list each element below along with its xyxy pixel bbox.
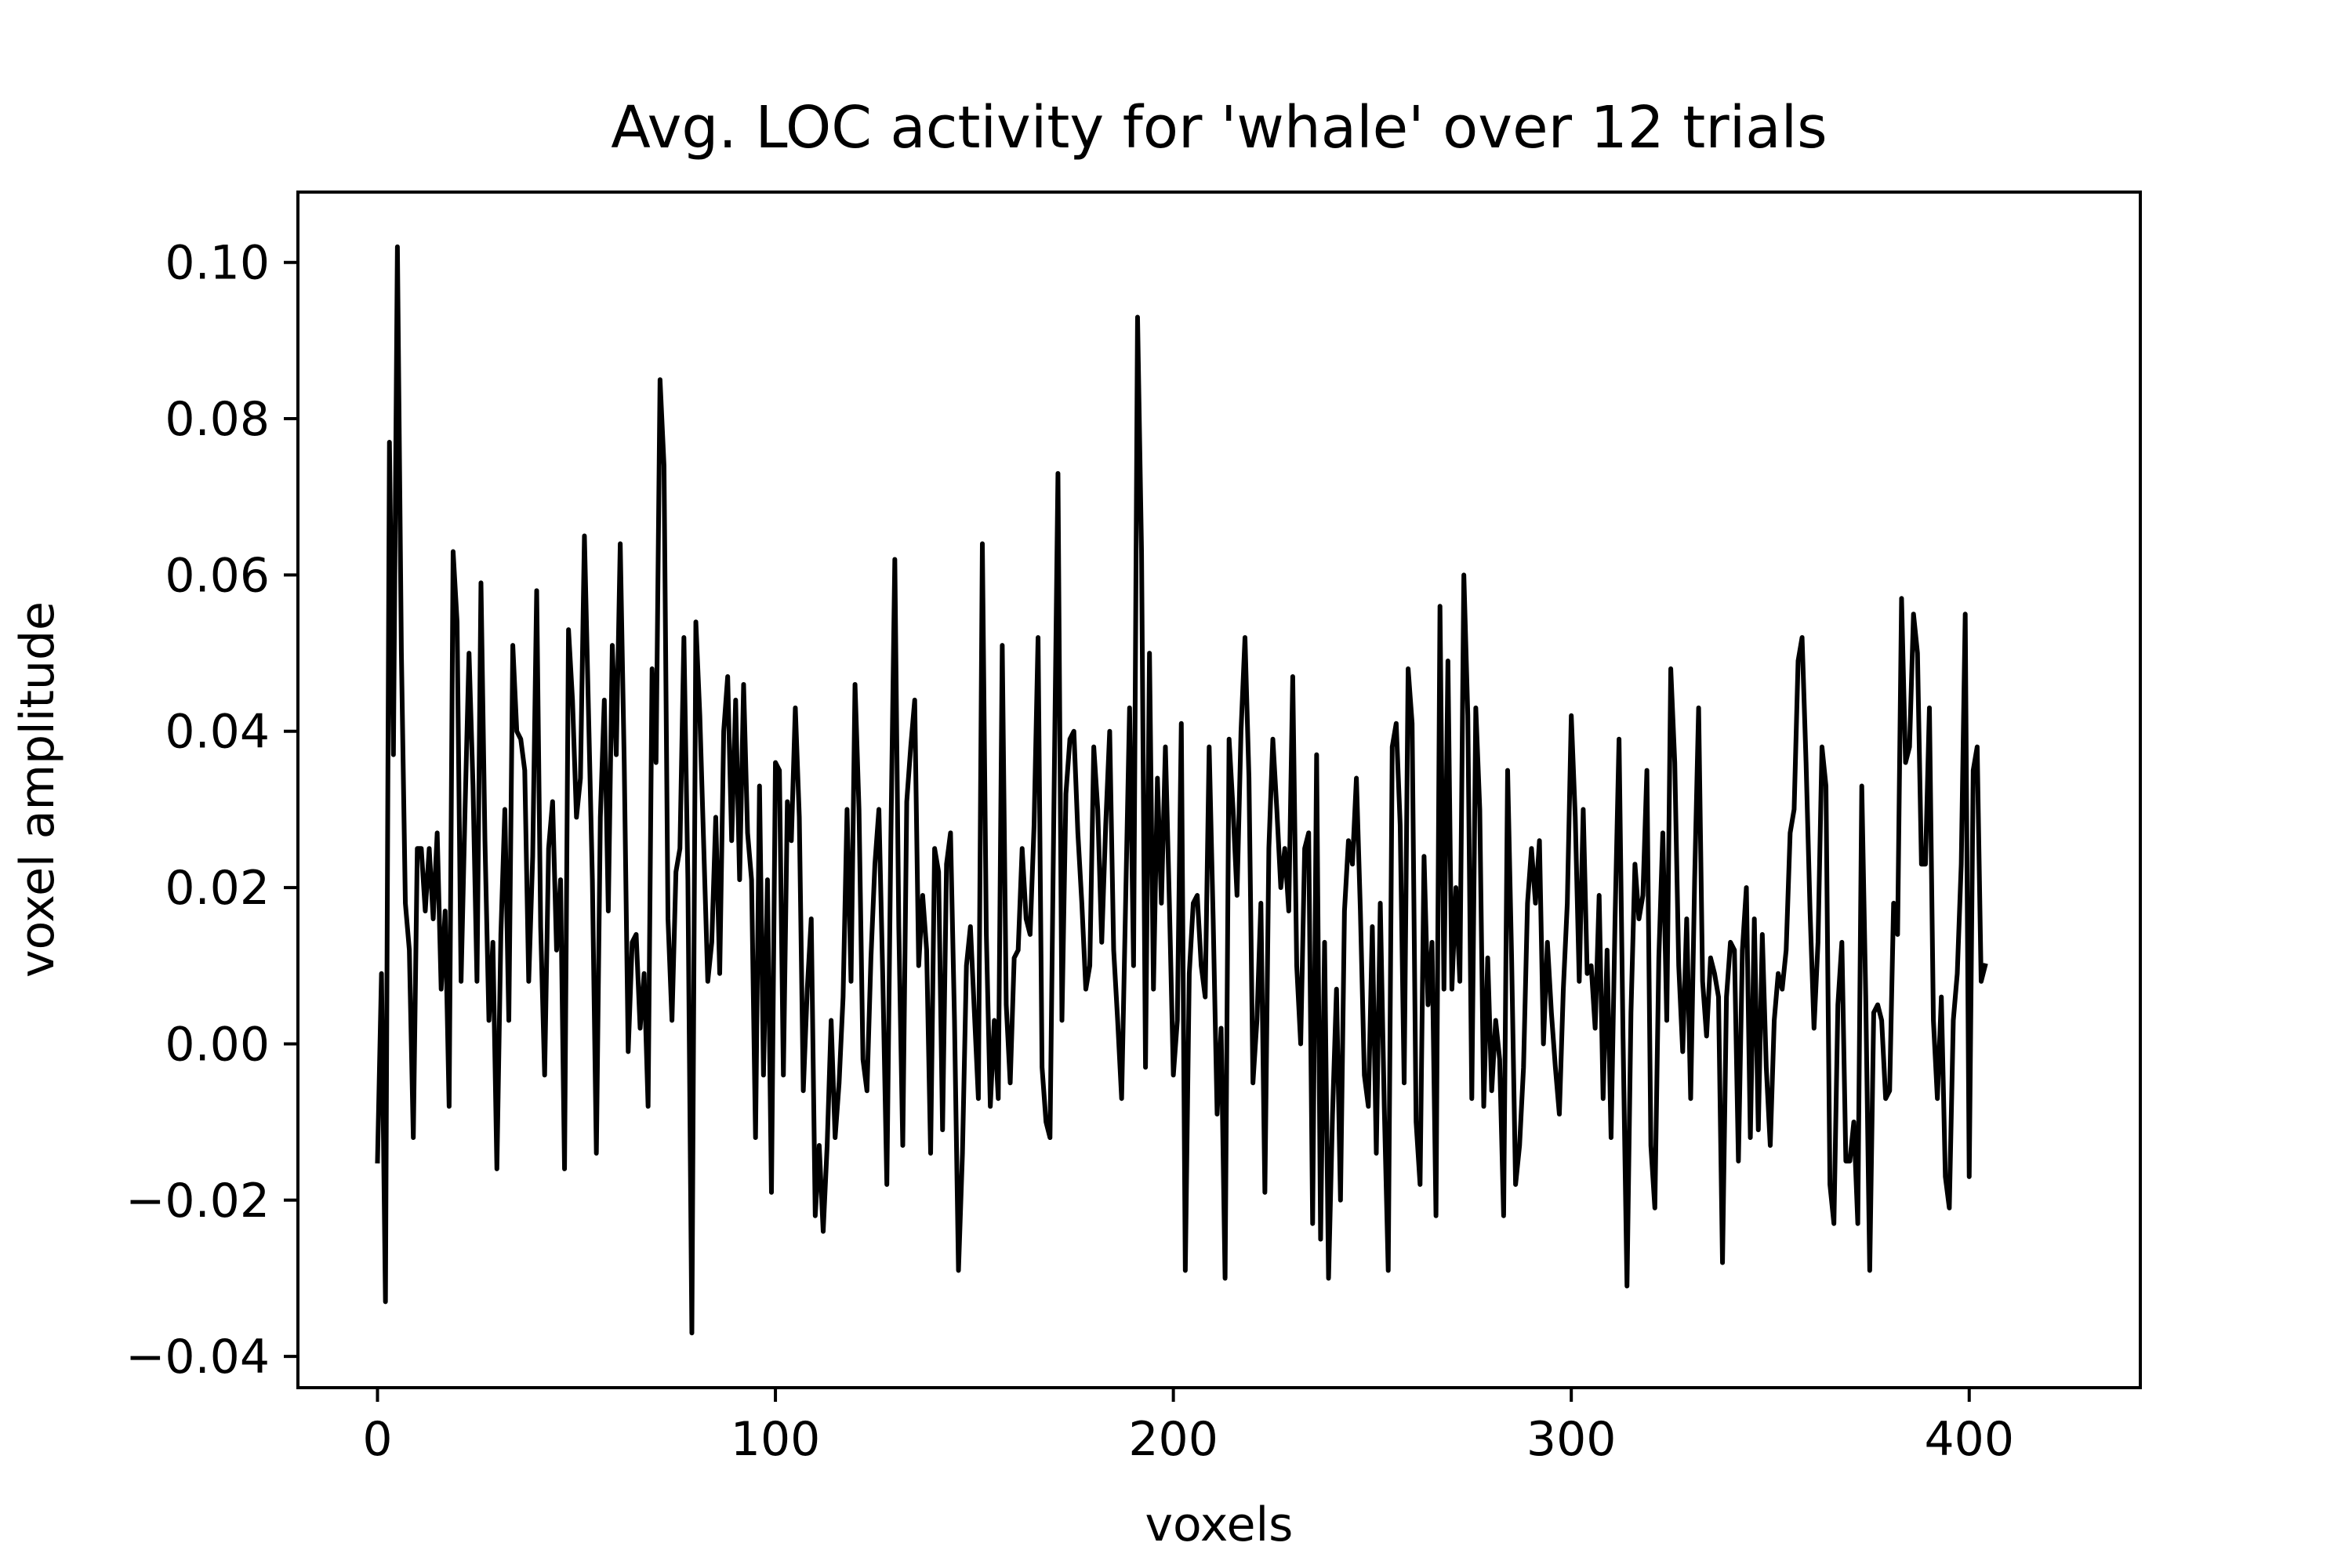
- x-tick-label: 200: [1128, 1412, 1218, 1467]
- y-tick-label: 0.08: [165, 392, 270, 447]
- axes-frame: [296, 191, 2142, 1389]
- y-tick-label: 0.06: [165, 548, 270, 603]
- y-axis-label: voxel amplitude: [10, 601, 65, 978]
- plot-area: [375, 244, 1988, 1336]
- chart-title: Avg. LOC activity for 'whale' over 12 tr…: [611, 94, 1827, 162]
- x-tick-label: 0: [362, 1412, 392, 1467]
- x-axis: 0 100 200 300 400: [362, 1388, 2014, 1467]
- y-tick-label: 0.10: [165, 236, 270, 291]
- y-tick-label: 0.02: [165, 861, 270, 916]
- series-line: [375, 244, 1988, 1336]
- y-tick-label: −0.04: [125, 1330, 270, 1385]
- y-tick-label: 0.00: [165, 1017, 270, 1072]
- x-tick-label: 300: [1526, 1412, 1617, 1467]
- y-tick-label: −0.02: [125, 1174, 270, 1229]
- y-axis: −0.04 −0.02 0.00 0.02 0.04 0.06 0.08 0.10: [125, 236, 298, 1385]
- y-tick-label: 0.04: [165, 705, 270, 760]
- x-tick-label: 400: [1924, 1412, 2014, 1467]
- x-axis-label: voxels: [1145, 1497, 1294, 1552]
- x-tick-label: 100: [731, 1412, 821, 1467]
